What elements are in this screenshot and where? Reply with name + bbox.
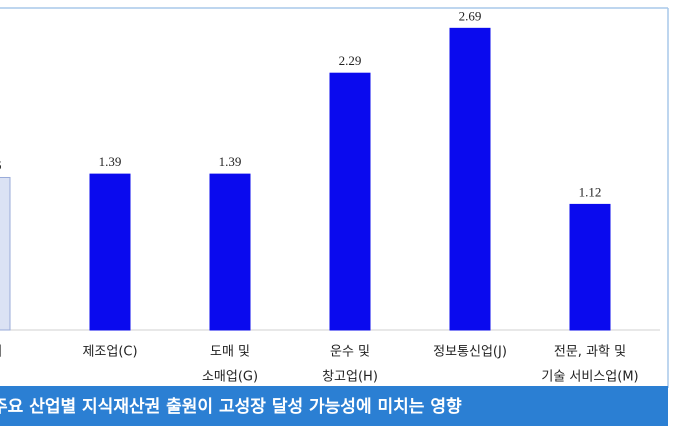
x-tick-label: 기술 서비스업(M) xyxy=(541,370,638,385)
x-tick-label: 제조업(C) xyxy=(82,345,137,360)
x-tick-label: 전체 xyxy=(0,345,2,360)
bar xyxy=(449,27,491,331)
x-tick-label: 전문, 과학 및 xyxy=(554,345,626,360)
bar xyxy=(329,72,371,331)
x-tick-label: 도매 및 xyxy=(210,345,250,360)
bar xyxy=(569,203,611,331)
value-label: 1.12 xyxy=(579,184,602,199)
value-label: 1.36 xyxy=(0,157,2,172)
value-label: 1.39 xyxy=(99,154,122,169)
x-tick-label: 정보통신업(J) xyxy=(433,345,507,360)
bar xyxy=(0,176,11,331)
value-label: 2.69 xyxy=(459,8,482,23)
title-banner xyxy=(0,386,668,426)
value-label: 1.39 xyxy=(219,154,242,169)
bar xyxy=(89,173,131,331)
x-tick-label: 창고업(H) xyxy=(322,370,378,385)
x-tick-label: 소매업(G) xyxy=(202,370,258,385)
chart-title: 주요 산업별 지식재산권 출원이 고성장 달성 가능성에 미치는 영향 xyxy=(0,396,462,417)
value-label: 2.29 xyxy=(339,53,362,68)
bar xyxy=(209,173,251,331)
x-tick-label: 운수 및 xyxy=(330,345,370,360)
